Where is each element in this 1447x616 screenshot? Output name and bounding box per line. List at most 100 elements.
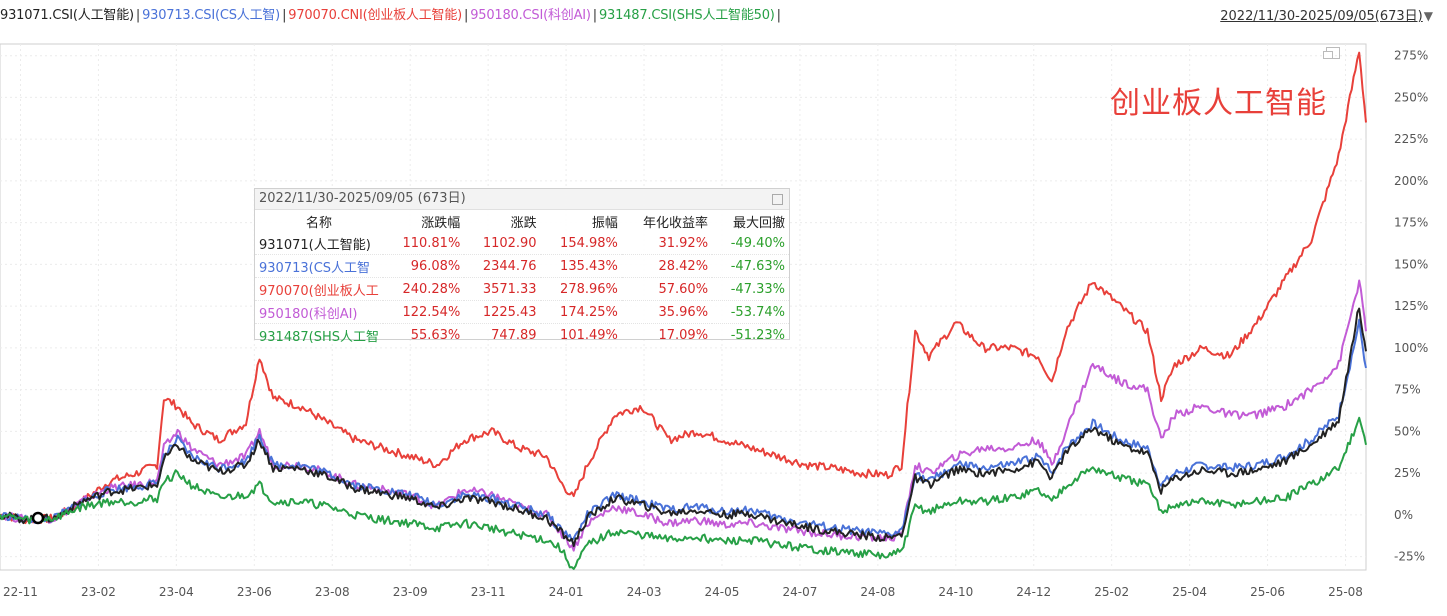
x-tick-label: 23-08 bbox=[315, 585, 350, 599]
dropdown-triangle-icon[interactable]: ▼ bbox=[1423, 9, 1433, 23]
stats-column-header: 涨跌幅 bbox=[421, 215, 461, 231]
stats-row-name: 970070(创业板人工 bbox=[255, 277, 383, 301]
legend-bar: 931071.CSI(人工智能) | 930713.CSI(CS人工智) | 97007… bbox=[0, 4, 1200, 26]
stats-table: 名称 涨跌幅 涨跌 振幅 年化收益率 最大回撤 931071(人工智能) 110.81% 11… bbox=[255, 210, 789, 346]
y-axis-ticks: 275% 250% 225% 200% 175% 150% 125% 100% 75% 50% 25… bbox=[1394, 49, 1428, 564]
x-tick-label: 23-02 bbox=[81, 585, 116, 599]
legend-item[interactable]: 931071.CSI(人工智能) bbox=[0, 8, 134, 23]
stats-cell: 747.89 bbox=[464, 323, 541, 346]
close-panel-icon[interactable] bbox=[772, 194, 783, 205]
stats-cell: -53.74% bbox=[712, 300, 789, 324]
x-tick-label: 25-02 bbox=[1094, 585, 1129, 599]
stats-row-name: 930713(CS人工智 bbox=[255, 254, 383, 278]
y-tick-label: -25% bbox=[1394, 550, 1425, 564]
series-line bbox=[0, 279, 1367, 552]
series-line bbox=[0, 51, 1367, 525]
x-tick-label: 25-04 bbox=[1172, 585, 1207, 599]
y-tick-label: 275% bbox=[1394, 49, 1428, 63]
series-line bbox=[0, 416, 1367, 570]
x-tick-label: 25-06 bbox=[1250, 585, 1285, 599]
x-tick-label: 24-03 bbox=[627, 585, 662, 599]
y-tick-label: 150% bbox=[1394, 257, 1428, 271]
y-tick-label: 225% bbox=[1394, 132, 1428, 146]
stats-cell: 2344.76 bbox=[464, 254, 541, 278]
stats-row-name: 931487(SHS人工智 bbox=[255, 323, 383, 346]
stats-cell: 28.42% bbox=[621, 254, 713, 278]
x-tick-label: 24-07 bbox=[782, 585, 817, 599]
legend-item[interactable]: 950180.CSI(科创AI) bbox=[470, 8, 591, 23]
y-tick-label: 100% bbox=[1394, 341, 1428, 355]
stats-cell: 35.96% bbox=[621, 300, 713, 324]
start-marker-icon bbox=[31, 511, 45, 525]
stats-panel: 2022/11/30-2025/09/05 (673日) 名称 涨跌幅 涨跌 振幅 年化… bbox=[254, 188, 790, 346]
stats-column-header: 最大回撤 bbox=[732, 215, 785, 231]
y-tick-label: 50% bbox=[1394, 424, 1421, 438]
stats-header-row: 名称 涨跌幅 涨跌 振幅 年化收益率 最大回撤 bbox=[255, 210, 789, 232]
x-tick-label: 24-01 bbox=[549, 585, 584, 599]
x-tick-label: 25-08 bbox=[1328, 585, 1363, 599]
stats-cell: 278.96% bbox=[540, 277, 622, 301]
stats-cell: 154.98% bbox=[560, 235, 618, 251]
stats-row: 950180(科创AI) 122.54% 1225.43 174.25% 35.96% -… bbox=[255, 300, 789, 324]
stats-row: 930713(CS人工智 96.08% 2344.76 135.43% 28.42% -4… bbox=[255, 254, 789, 278]
y-tick-label: 75% bbox=[1394, 383, 1421, 397]
stats-cell: 1225.43 bbox=[464, 300, 541, 324]
legend-separator: | bbox=[592, 8, 597, 23]
stats-column-header: 振幅 bbox=[591, 215, 618, 231]
legend-item[interactable]: 931487.CSI(SHS人工智能50) bbox=[598, 8, 775, 23]
stats-column-header: 名称 bbox=[305, 215, 332, 231]
stats-cell: 57.60% bbox=[621, 277, 713, 301]
y-tick-label: 200% bbox=[1394, 174, 1428, 188]
restore-window-icon[interactable] bbox=[1323, 47, 1340, 59]
stats-row: 970070(创业板人工 240.28% 3571.33 278.96% 57.60% -… bbox=[255, 277, 789, 301]
chart-annotation: 创业板人工智能 bbox=[1110, 86, 1327, 121]
stats-cell: -51.23% bbox=[712, 323, 789, 346]
stats-cell: 240.28% bbox=[382, 277, 465, 301]
x-tick-label: 22-11 bbox=[3, 585, 38, 599]
legend-item[interactable]: 970070.CNI(创业板人工智能) bbox=[288, 8, 462, 23]
legend-separator: | bbox=[282, 8, 287, 23]
x-axis-ticks: 22-11 23-02 23-04 23-06 23-08 23-09 23-11 24-01… bbox=[3, 585, 1363, 599]
stats-panel-header: 2022/11/30-2025/09/05 (673日) bbox=[255, 189, 789, 210]
legend-separator: | bbox=[776, 8, 781, 23]
stats-cell: 135.43% bbox=[540, 254, 622, 278]
stats-cell: 31.92% bbox=[658, 235, 709, 251]
x-tick-label: 23-04 bbox=[159, 585, 194, 599]
x-tick-label: 24-12 bbox=[1016, 585, 1051, 599]
stats-row: 931071(人工智能) 110.81% 1102.90 154.98% 31.92% -… bbox=[255, 232, 789, 255]
x-tick-label: 23-06 bbox=[237, 585, 272, 599]
y-tick-label: 125% bbox=[1394, 299, 1428, 313]
legend-separator: | bbox=[464, 8, 469, 23]
stats-cell: 110.81% bbox=[402, 235, 461, 251]
x-tick-label: 23-11 bbox=[471, 585, 506, 599]
legend-separator: | bbox=[135, 8, 141, 23]
date-range-selector[interactable]: 2022/11/30-2025/09/05(673日)▼ bbox=[1220, 5, 1433, 24]
y-tick-label: 0% bbox=[1394, 508, 1413, 522]
legend-item[interactable]: 930713.CSI(CS人工智) bbox=[142, 8, 281, 23]
stats-cell: 174.25% bbox=[540, 300, 622, 324]
x-tick-label: 24-10 bbox=[938, 585, 973, 599]
y-tick-label: 250% bbox=[1394, 90, 1428, 104]
series-group bbox=[0, 51, 1367, 570]
stats-cell: 55.63% bbox=[382, 323, 465, 346]
stats-row-name: 950180(科创AI) bbox=[255, 300, 383, 324]
stats-column-header: 涨跌 bbox=[510, 215, 537, 231]
stats-row-name: 931071(人工智能) bbox=[259, 237, 371, 253]
x-tick-label: 24-08 bbox=[860, 585, 895, 599]
stats-cell: -47.63% bbox=[712, 254, 789, 278]
stats-cell: 17.09% bbox=[621, 323, 713, 346]
date-range-text[interactable]: 2022/11/30-2025/09/05(673日) bbox=[1220, 9, 1423, 24]
stats-cell: 1102.90 bbox=[482, 235, 537, 251]
stats-column-header: 年化收益率 bbox=[643, 215, 709, 231]
stats-cell: 101.49% bbox=[540, 323, 622, 346]
stats-cell: -47.33% bbox=[712, 277, 789, 301]
stats-cell: 96.08% bbox=[382, 254, 465, 278]
y-tick-label: 175% bbox=[1394, 216, 1428, 230]
stats-row: 931487(SHS人工智 55.63% 747.89 101.49% 17.09% -5… bbox=[255, 323, 789, 346]
x-tick-label: 24-05 bbox=[705, 585, 740, 599]
y-tick-label: 25% bbox=[1394, 466, 1421, 480]
stats-panel-title: 2022/11/30-2025/09/05 (673日) bbox=[259, 191, 466, 206]
series-line bbox=[0, 307, 1367, 548]
stats-cell: -49.40% bbox=[730, 235, 785, 251]
stats-cell: 122.54% bbox=[382, 300, 465, 324]
